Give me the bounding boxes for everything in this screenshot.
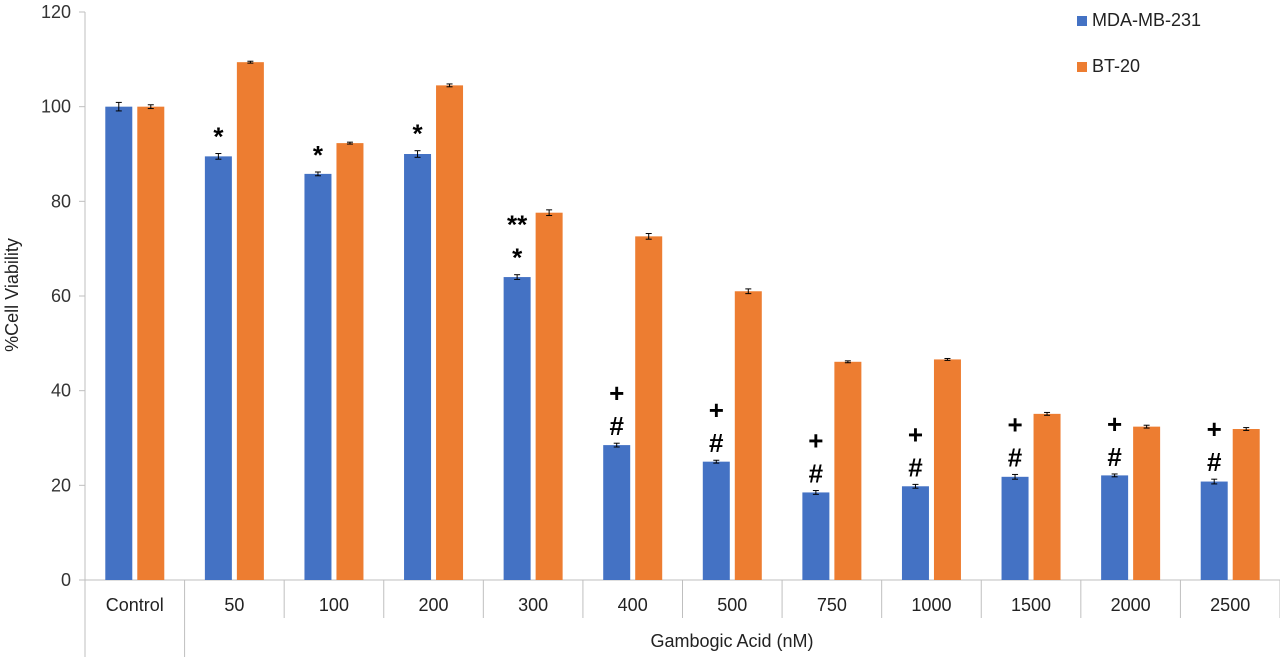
x-tick-label: 2500	[1210, 595, 1250, 615]
x-axis-title: Gambogic Acid (nM)	[650, 631, 813, 651]
x-tick-label: Control	[106, 595, 164, 615]
x-tick-label: 50	[224, 595, 244, 615]
y-tick-label: 0	[61, 570, 71, 590]
error-bar	[414, 150, 421, 158]
significance-marker: +	[609, 378, 624, 408]
y-tick-label: 40	[51, 381, 71, 401]
bar-mda-mb-231-1000	[901, 486, 929, 580]
significance-marker: +	[1207, 414, 1222, 444]
significance-marker: #	[809, 459, 824, 489]
error-bar	[1211, 478, 1218, 485]
x-tick-label: 500	[717, 595, 747, 615]
bar-mda-mb-231-500	[702, 461, 730, 580]
bar-bt-20-400	[635, 236, 663, 581]
significance-marker: +	[1007, 409, 1022, 439]
bar-bt-20-2000	[1133, 426, 1161, 580]
bar-mda-mb-231-2000	[1101, 475, 1129, 580]
error-bar	[613, 442, 620, 448]
significance-marker: +	[1107, 409, 1122, 439]
error-bar	[812, 490, 819, 495]
legend-swatch	[1077, 16, 1087, 26]
bar-mda-mb-231-400	[603, 445, 631, 580]
legend-label: MDA-MB-231	[1092, 10, 1201, 30]
y-tick-label: 120	[41, 2, 71, 22]
error-bar	[115, 101, 122, 112]
significance-marker: +	[808, 426, 823, 456]
error-bar	[314, 171, 321, 177]
bar-mda-mb-231-50	[204, 156, 232, 580]
bar-mda-mb-231-1500	[1001, 476, 1029, 580]
y-axis: 0 20 40 60 80 100 120	[41, 2, 86, 657]
annotations-group: ******+#+# +#+#+#+#+#	[213, 119, 1222, 489]
x-tick-label: 400	[618, 595, 648, 615]
significance-marker: *	[412, 119, 423, 149]
bars-group	[105, 60, 1260, 581]
error-bar	[844, 360, 851, 364]
significance-marker: #	[1207, 447, 1222, 477]
x-tick-label: 1500	[1011, 595, 1051, 615]
error-bar	[944, 357, 951, 361]
x-tick-label: 200	[419, 595, 449, 615]
error-bar	[1243, 427, 1250, 431]
significance-marker: #	[1107, 442, 1122, 472]
bar-bt-20-2500	[1232, 429, 1260, 580]
x-tick-label: 750	[817, 595, 847, 615]
error-bar	[147, 104, 154, 110]
error-bar	[745, 288, 752, 295]
significance-marker: *	[213, 122, 224, 152]
y-tick-label: 20	[51, 475, 71, 495]
bar-bt-20-300	[535, 212, 563, 580]
legend-label: BT-20	[1092, 56, 1140, 76]
error-bar	[215, 153, 222, 160]
legend-swatch	[1077, 62, 1087, 72]
significance-marker: *	[512, 243, 523, 273]
error-bar	[713, 459, 720, 464]
significance-marker: #	[1008, 442, 1023, 472]
bar-bt-20-200	[436, 85, 464, 580]
bar-bt-20-1500	[1033, 413, 1061, 580]
error-bar	[645, 233, 652, 240]
bar-mda-mb-231-100	[304, 173, 332, 580]
error-bar	[247, 60, 254, 64]
error-bar	[1143, 424, 1150, 429]
bar-bt-20-control	[137, 106, 165, 581]
significance-marker: +	[709, 395, 724, 425]
error-bar	[1012, 473, 1019, 480]
legend: MDA-MB-231 BT-20	[1077, 10, 1201, 76]
significance-marker: #	[908, 452, 923, 482]
significance-marker: **	[507, 210, 528, 240]
error-bar	[1044, 411, 1051, 416]
bar-bt-20-500	[734, 291, 762, 580]
y-tick-label: 80	[51, 191, 71, 211]
bar-mda-mb-231-2500	[1200, 481, 1228, 580]
y-axis-title: %Cell Viability	[2, 238, 22, 352]
y-tick-label: 100	[41, 97, 71, 117]
error-bar	[346, 141, 353, 145]
bar-mda-mb-231-200	[404, 154, 432, 580]
x-axis: Control 50 100 200 300 400 500 750 1000 1500 2000 2…	[85, 579, 1280, 657]
bar-bt-20-50	[236, 62, 264, 580]
error-bar	[546, 209, 553, 217]
bar-mda-mb-231-750	[802, 492, 830, 580]
y-tick-label: 60	[51, 286, 71, 306]
bar-bt-20-750	[834, 361, 862, 580]
x-tick-label: 100	[319, 595, 349, 615]
x-tick-label: 1000	[911, 595, 951, 615]
bar-mda-mb-231-control	[105, 106, 133, 581]
error-bar	[912, 483, 919, 489]
bar-bt-20-1000	[933, 359, 961, 580]
error-bar	[1111, 473, 1118, 478]
significance-marker: *	[313, 140, 324, 170]
significance-marker: #	[709, 428, 724, 458]
error-bar	[514, 274, 521, 280]
significance-marker: +	[908, 419, 923, 449]
x-tick-label: 300	[518, 595, 548, 615]
bar-mda-mb-231-300	[503, 277, 531, 580]
error-bar	[446, 83, 453, 88]
x-tick-label: 2000	[1111, 595, 1151, 615]
bar-bt-20-100	[336, 143, 364, 580]
significance-marker: #	[609, 411, 624, 441]
